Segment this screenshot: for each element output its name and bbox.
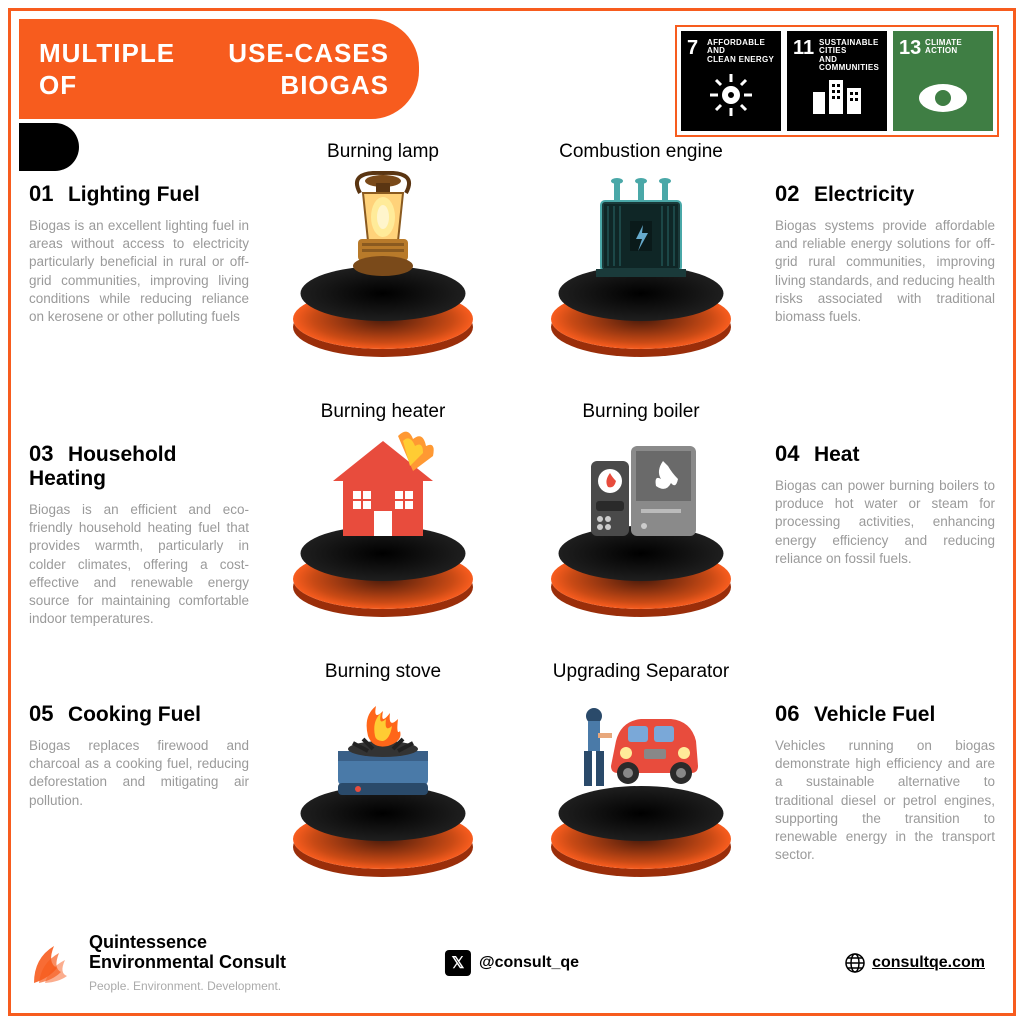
sdg-7-badge: 7 AFFORDABLE ANDCLEAN ENERGY <box>681 31 781 131</box>
icon-caption: Combustion engine <box>517 141 765 163</box>
usecase-body: Biogas is an excellent lighting fuel in … <box>29 217 249 326</box>
stove-icon <box>318 691 448 821</box>
usecase-body: Biogas is an efficient and eco-friendly … <box>29 501 249 629</box>
globe-icon <box>844 952 866 974</box>
usecase-body: Biogas can power burning boilers to prod… <box>775 477 995 568</box>
icon-caption: Burning boiler <box>517 401 765 423</box>
usecase-body: Vehicles running on biogas demonstrate h… <box>775 737 995 865</box>
eye-icon <box>893 78 993 123</box>
icon-caption: Upgrading Separator <box>517 661 765 683</box>
usecase-number: 02 <box>775 181 799 206</box>
sdg-number: 13 <box>899 37 921 60</box>
usecase-body: Biogas systems provide affordable and re… <box>775 217 995 326</box>
footer: Quintessence Environmental Consult Peopl… <box>29 923 995 1003</box>
house-fire-icon <box>318 431 448 561</box>
sdg-label: SUSTAINABLE CITIESAND COMMUNITIES <box>819 39 887 73</box>
website-text: consultqe.com <box>872 954 985 972</box>
usecase-05-icon: Burning stove <box>259 661 507 911</box>
usecase-02-text: 02 Electricity Biogas systems provide af… <box>775 141 995 391</box>
city-icon <box>787 72 887 123</box>
usecase-title: Heat <box>814 443 860 466</box>
sun-icon <box>681 72 781 123</box>
brand-name-2: Environmental Consult <box>89 953 286 973</box>
social-handle-text: @consult_qe <box>479 954 579 972</box>
usecase-title: Vehicle Fuel <box>814 703 935 726</box>
usecase-01-icon: Burning lamp <box>259 141 507 391</box>
usecase-05-text: 05 Cooking Fuel Biogas replaces firewood… <box>29 661 249 911</box>
usecase-grid: 01 Lighting Fuel Biogas is an excellent … <box>29 141 995 911</box>
usecase-06-text: 06 Vehicle Fuel Vehicles running on biog… <box>775 661 995 911</box>
brand-name-1: Quintessence <box>89 933 286 953</box>
sdg-13-badge: 13 CLIMATEACTION <box>893 31 993 131</box>
icon-caption: Burning lamp <box>259 141 507 163</box>
brand-block: Quintessence Environmental Consult Peopl… <box>89 933 286 993</box>
page-title: MULTIPLE USE-CASES OF BIOGAS <box>39 37 389 102</box>
brand-tagline: People. Environment. Development. <box>89 979 286 993</box>
usecase-04-icon: Burning boiler <box>517 401 765 651</box>
usecase-number: 05 <box>29 701 53 726</box>
sdg-label: CLIMATEACTION <box>925 39 962 56</box>
usecase-body: Biogas replaces firewood and charcoal as… <box>29 737 249 810</box>
usecase-number: 03 <box>29 441 53 466</box>
usecase-06-icon: Upgrading Separator <box>517 661 765 911</box>
usecase-number: 06 <box>775 701 799 726</box>
x-icon: 𝕏 <box>445 950 471 976</box>
infographic-frame: MULTIPLE USE-CASES OF BIOGAS 7 AFFORDABL… <box>8 8 1016 1016</box>
icon-caption: Burning heater <box>259 401 507 423</box>
website-link[interactable]: consultqe.com <box>844 952 985 974</box>
brand-logo-icon <box>29 938 79 988</box>
usecase-title: Electricity <box>814 183 914 206</box>
usecase-number: 04 <box>775 441 799 466</box>
sdg-11-badge: 11 SUSTAINABLE CITIESAND COMMUNITIES <box>787 31 887 131</box>
usecase-title: Lighting Fuel <box>68 183 200 206</box>
title-pill: MULTIPLE USE-CASES OF BIOGAS <box>19 19 419 119</box>
sdg-badge-row: 7 AFFORDABLE ANDCLEAN ENERGY 11 SUSTAINA… <box>675 25 999 137</box>
usecase-03-icon: Burning heater <box>259 401 507 651</box>
usecase-04-text: 04 Heat Biogas can power burning boilers… <box>775 401 995 651</box>
icon-caption: Burning stove <box>259 661 507 683</box>
transformer-icon <box>576 171 706 301</box>
usecase-number: 01 <box>29 181 53 206</box>
sdg-number: 7 <box>687 37 698 60</box>
social-handle: 𝕏 @consult_qe <box>445 950 579 976</box>
usecase-03-text: 03 Household Heating Biogas is an effici… <box>29 401 249 651</box>
sdg-number: 11 <box>793 37 814 60</box>
sdg-label: AFFORDABLE ANDCLEAN ENERGY <box>707 39 781 64</box>
usecase-title: Cooking Fuel <box>68 703 201 726</box>
car-fuel-icon <box>576 691 706 821</box>
boiler-icon <box>576 431 706 561</box>
lantern-icon <box>318 171 448 301</box>
usecase-01-text: 01 Lighting Fuel Biogas is an excellent … <box>29 141 249 391</box>
usecase-02-icon: Combustion engine <box>517 141 765 391</box>
